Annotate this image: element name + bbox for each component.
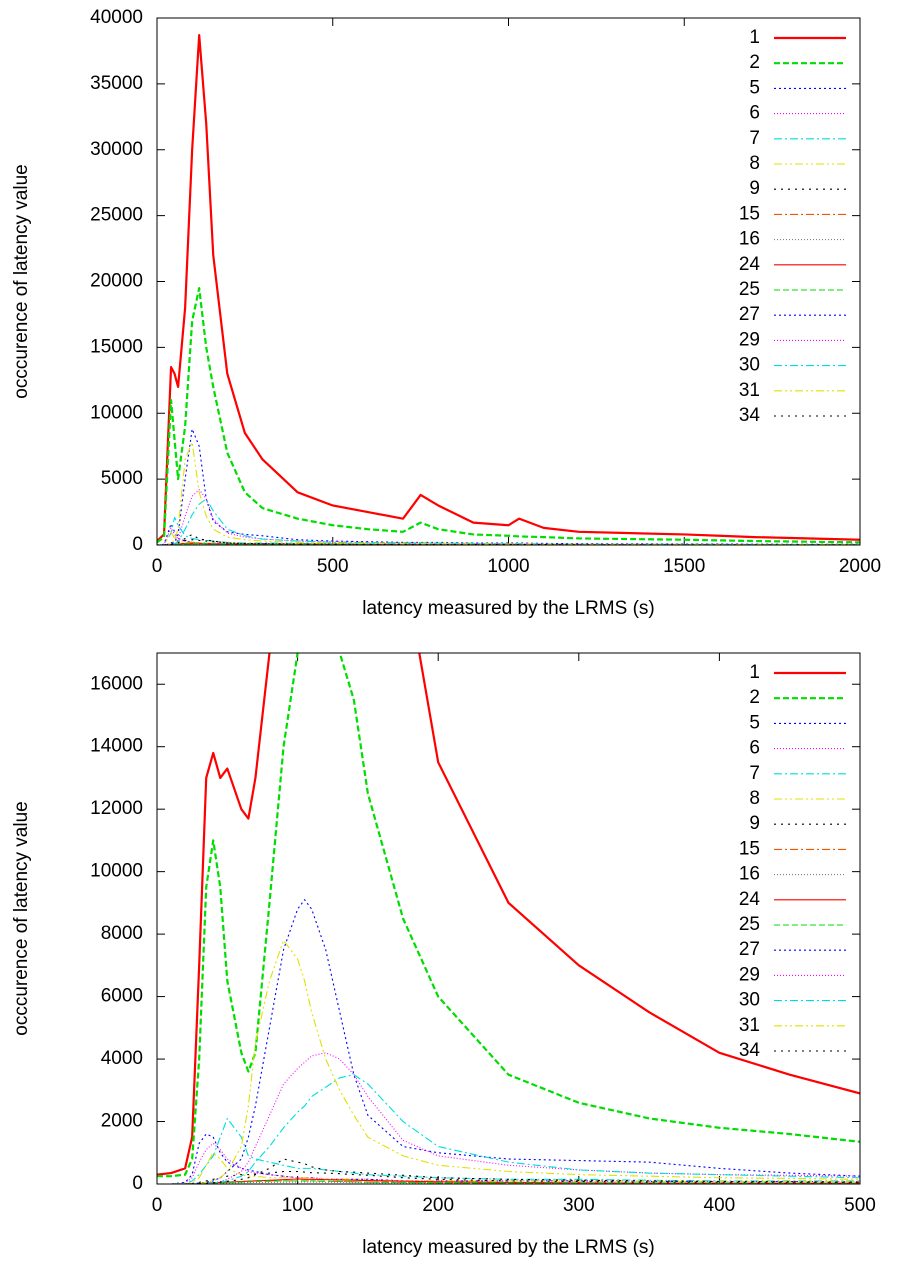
- legend-label: 1: [749, 662, 760, 683]
- legend-label: 6: [749, 103, 760, 124]
- x-tick-label: 200: [422, 1195, 454, 1216]
- plot-frame: [156, 652, 861, 1185]
- legend-label: 31: [739, 380, 760, 401]
- series-line: [157, 428, 860, 545]
- legend-label: 6: [749, 738, 760, 759]
- legend-label: 7: [749, 763, 760, 784]
- y-tick-label: 10000: [90, 402, 143, 423]
- y-tick-label: 0: [132, 1173, 143, 1194]
- legend-label: 2: [749, 687, 760, 708]
- series-line: [157, 498, 860, 545]
- series-line: [157, 1170, 860, 1184]
- y-tick-label: 40000: [90, 7, 143, 28]
- legend-label: 27: [739, 304, 760, 325]
- series-line: [157, 1117, 860, 1184]
- y-tick-label: 6000: [101, 986, 143, 1007]
- legend-label: 1: [749, 27, 760, 48]
- legend-label: 9: [749, 813, 760, 834]
- series-line: [157, 653, 860, 1178]
- x-tick-label: 2000: [839, 556, 881, 577]
- series-line: [157, 286, 860, 544]
- series-line: [157, 543, 860, 545]
- legend-label: 27: [739, 939, 760, 960]
- legend-label: 31: [739, 1015, 760, 1036]
- x-axis-label: latency measured by the LRMS (s): [362, 598, 655, 619]
- series-line: [157, 1052, 860, 1184]
- legend-label: 5: [749, 712, 760, 733]
- legend-label: 34: [739, 1040, 761, 1061]
- y-tick-label: 20000: [90, 271, 143, 292]
- legend-label: 24: [739, 254, 761, 275]
- series-line: [157, 441, 860, 545]
- y-tick-label: 35000: [90, 73, 143, 94]
- y-tick-label: 25000: [90, 205, 143, 226]
- y-axis-label: occcurence of latency value: [11, 164, 32, 398]
- y-tick-label: 15000: [90, 336, 143, 357]
- x-tick-label: 500: [844, 1195, 876, 1216]
- y-tick-label: 16000: [90, 673, 143, 694]
- legend-label: 29: [739, 964, 760, 985]
- y-tick-label: 0: [132, 534, 143, 555]
- series-line: [157, 1142, 860, 1184]
- series-line: [157, 939, 860, 1184]
- legend-label: 15: [739, 203, 760, 224]
- y-tick-label: 14000: [90, 736, 143, 757]
- y-tick-label: 5000: [101, 468, 143, 489]
- series-line: [157, 653, 860, 1176]
- x-tick-label: 1000: [487, 556, 529, 577]
- x-tick-label: 1500: [663, 556, 705, 577]
- legend-label: 30: [739, 355, 760, 376]
- series-line: [157, 1074, 860, 1184]
- y-tick-label: 30000: [90, 139, 143, 160]
- series-line: [157, 34, 860, 542]
- plot-frame: [156, 17, 861, 546]
- x-axis-label: latency measured by the LRMS (s): [362, 1237, 655, 1258]
- legend-label: 5: [749, 77, 760, 98]
- legend-label: 16: [739, 229, 760, 250]
- y-tick-label: 8000: [101, 923, 143, 944]
- series-line: [157, 489, 860, 545]
- plot-area: [157, 653, 860, 1184]
- y-axis-label: occcurence of latency value: [11, 801, 32, 1035]
- x-tick-label: 500: [317, 556, 349, 577]
- legend-label: 8: [749, 153, 760, 174]
- x-tick-label: 100: [282, 1195, 314, 1216]
- y-tick-label: 12000: [90, 798, 143, 819]
- y-tick-label: 4000: [101, 1048, 143, 1069]
- legend-label: 2: [749, 52, 760, 73]
- series-line: [157, 1152, 860, 1184]
- x-tick-label: 0: [152, 556, 163, 577]
- y-tick-label: 2000: [101, 1111, 143, 1132]
- series-line: [157, 533, 860, 545]
- legend-label: 25: [739, 914, 760, 935]
- legend-label: 25: [739, 279, 760, 300]
- legend-label: 15: [739, 838, 760, 859]
- x-tick-label: 300: [563, 1195, 595, 1216]
- x-tick-label: 0: [152, 1195, 163, 1216]
- legend-label: 9: [749, 178, 760, 199]
- legend-label: 24: [739, 889, 761, 910]
- x-tick-label: 400: [704, 1195, 736, 1216]
- series-line: [157, 1180, 860, 1184]
- legend-label: 7: [749, 128, 760, 149]
- legend-label: 29: [739, 329, 760, 350]
- legend-label: 16: [739, 864, 760, 885]
- legend-label: 30: [739, 990, 760, 1011]
- y-tick-label: 10000: [90, 861, 143, 882]
- legend-label: 8: [749, 788, 760, 809]
- legend-label: 34: [739, 405, 761, 426]
